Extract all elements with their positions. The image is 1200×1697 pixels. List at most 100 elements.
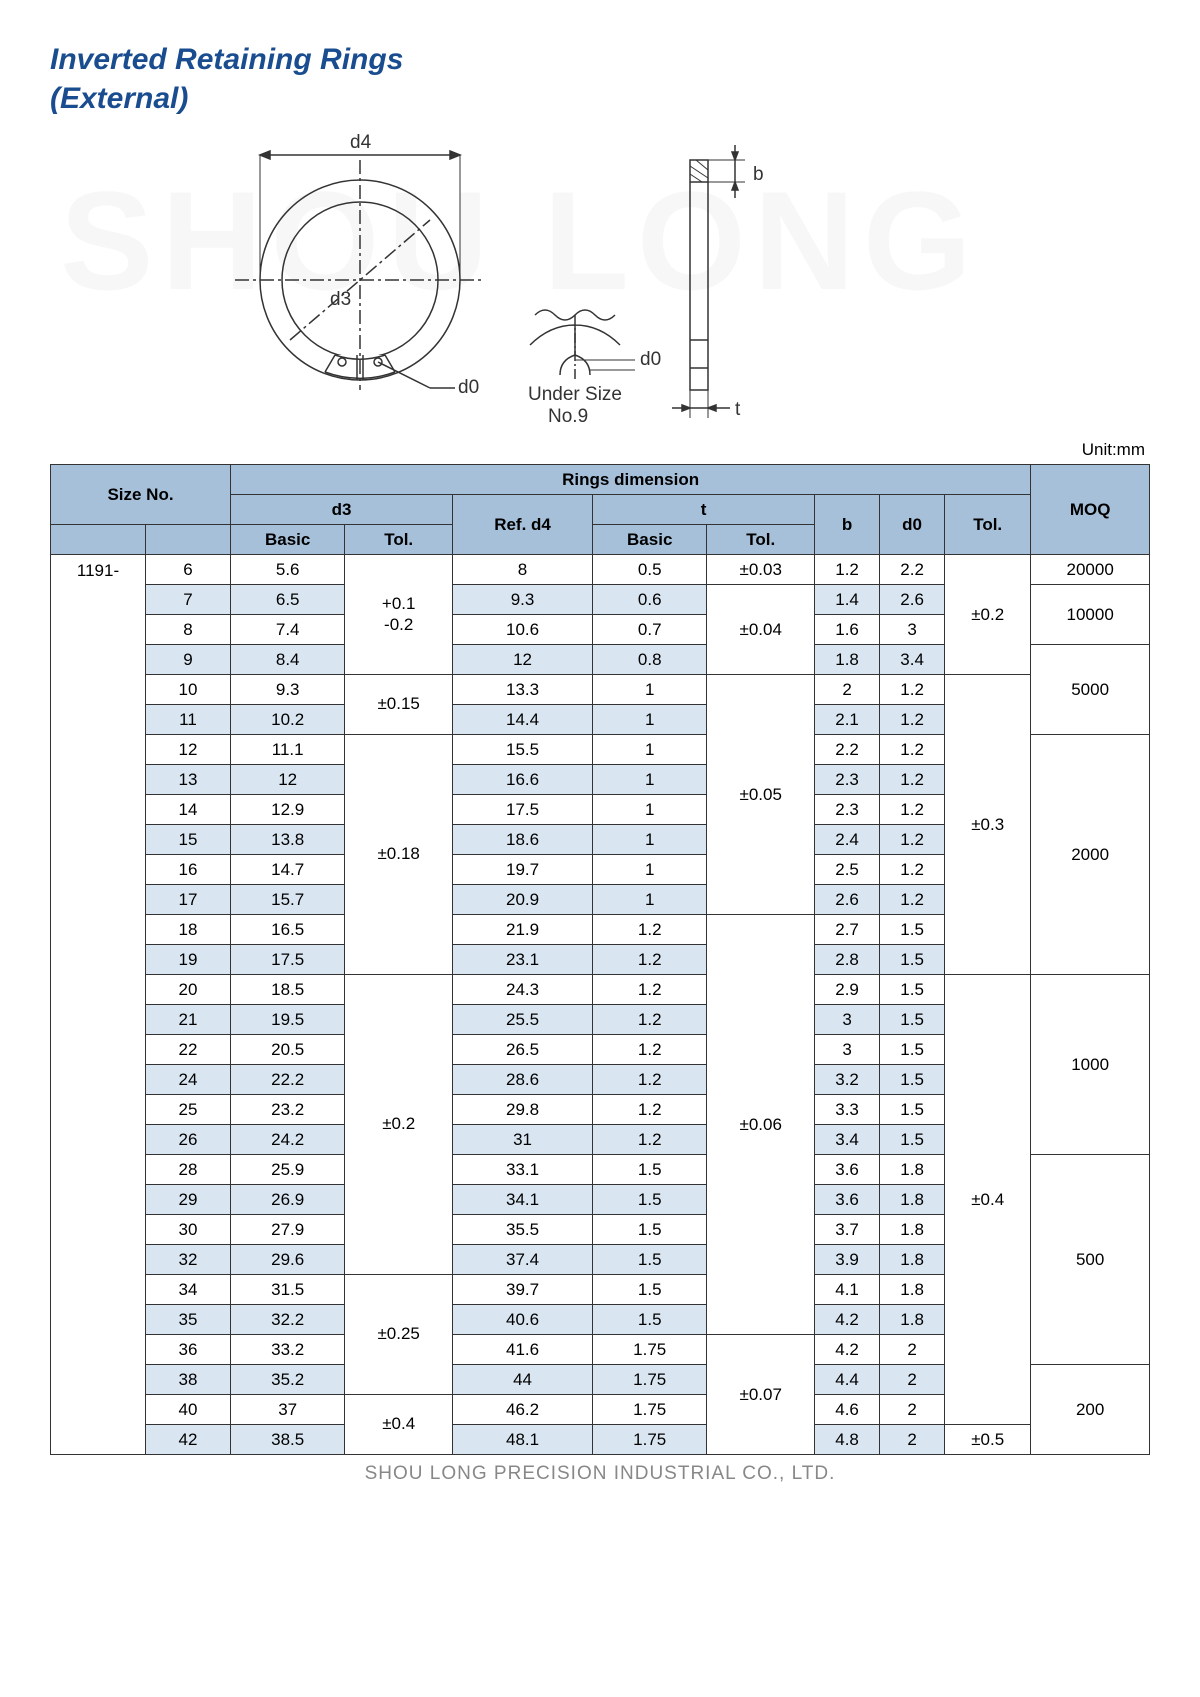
cell-d3b: 32.2 [231, 1305, 345, 1335]
cell-tb: 1.2 [593, 975, 707, 1005]
svg-text:t: t [735, 399, 741, 420]
cell-b: 1.2 [815, 555, 880, 585]
cell-tb: 1.75 [593, 1425, 707, 1455]
cell-d0: 2 [880, 1335, 945, 1365]
cell-sz: 6 [146, 555, 231, 585]
cell-sz: 19 [146, 945, 231, 975]
cell-tb: 1.5 [593, 1275, 707, 1305]
cell-tb: 1 [593, 705, 707, 735]
col-d3-tol: Tol. [345, 525, 453, 555]
cell-d4: 46.2 [453, 1395, 593, 1425]
cell-d0: 1.8 [880, 1275, 945, 1305]
cell-sz: 9 [146, 645, 231, 675]
cell-tb: 1 [593, 735, 707, 765]
cell-d3b: 23.2 [231, 1095, 345, 1125]
cell-b: 3.3 [815, 1095, 880, 1125]
cell-b: 3.6 [815, 1155, 880, 1185]
cell-d0: 1.2 [880, 675, 945, 705]
cell-sz: 29 [146, 1185, 231, 1215]
cell-sz: 22 [146, 1035, 231, 1065]
col-d0: d0 [880, 495, 945, 555]
svg-text:d4: d4 [350, 132, 372, 153]
cell-d4: 37.4 [453, 1245, 593, 1275]
cell-d0: 1.2 [880, 825, 945, 855]
cell-b: 4.2 [815, 1305, 880, 1335]
unit-label: Unit:mm [50, 440, 1150, 460]
cell-b: 2.9 [815, 975, 880, 1005]
cell-tb: 0.6 [593, 585, 707, 615]
table-row: 4238.548.11.754.82±0.5 [51, 1425, 1150, 1455]
cell-d0: 1.5 [880, 945, 945, 975]
cell-d4: 24.3 [453, 975, 593, 1005]
cell-tb: 1.2 [593, 1095, 707, 1125]
cell-d3b: 35.2 [231, 1365, 345, 1395]
cell-tb: 1.2 [593, 1125, 707, 1155]
cell-sz: 24 [146, 1065, 231, 1095]
cell-d3b: 22.2 [231, 1065, 345, 1095]
cell-sz: 32 [146, 1245, 231, 1275]
cell-b: 3.6 [815, 1185, 880, 1215]
cell-sz: 12 [146, 735, 231, 765]
cell-d0: 3 [880, 615, 945, 645]
cell-d0: 1.2 [880, 855, 945, 885]
cell-d3b: 10.2 [231, 705, 345, 735]
cell-d0: 3.4 [880, 645, 945, 675]
cell-d4: 16.6 [453, 765, 593, 795]
cell-d3b: 9.3 [231, 675, 345, 705]
cell-tb: 1 [593, 675, 707, 705]
cell-d0: 1.8 [880, 1185, 945, 1215]
page-title: Inverted Retaining Rings (External) [50, 40, 1150, 118]
cell-d4: 28.6 [453, 1065, 593, 1095]
svg-text:No.9: No.9 [548, 406, 588, 427]
cell-tb: 0.7 [593, 615, 707, 645]
cell-sz: 18 [146, 915, 231, 945]
cell-d4: 39.7 [453, 1275, 593, 1305]
cell-b: 4.2 [815, 1335, 880, 1365]
cell-tb: 1.75 [593, 1335, 707, 1365]
svg-text:Under Size: Under Size [528, 384, 622, 405]
cell-tb: 1.5 [593, 1215, 707, 1245]
cell-d3b: 12.9 [231, 795, 345, 825]
cell-d3b: 14.7 [231, 855, 345, 885]
cell-d0: 1.5 [880, 1005, 945, 1035]
cell-d0: 1.5 [880, 1125, 945, 1155]
table-row: 109.3±0.1513.31±0.0521.2±0.3 [51, 675, 1150, 705]
cell-d3b: 7.4 [231, 615, 345, 645]
cell-b: 3.9 [815, 1245, 880, 1275]
cell-d3b: 6.5 [231, 585, 345, 615]
footer: SHOU LONG PRECISION INDUSTRIAL CO., LTD. [50, 1463, 1150, 1485]
col-tol: Tol. [945, 495, 1031, 555]
cell-d0: 1.2 [880, 735, 945, 765]
cell-d3b: 5.6 [231, 555, 345, 585]
cell-sz: 20 [146, 975, 231, 1005]
cell-d3b: 26.9 [231, 1185, 345, 1215]
cell-b: 4.1 [815, 1275, 880, 1305]
cell-d0: 2 [880, 1365, 945, 1395]
col-rings-dim: Rings dimension [231, 465, 1031, 495]
cell-d3b: 29.6 [231, 1245, 345, 1275]
cell-d4: 33.1 [453, 1155, 593, 1185]
cell-tb: 1 [593, 885, 707, 915]
cell-d3b: 27.9 [231, 1215, 345, 1245]
cell-tb: 1.2 [593, 945, 707, 975]
cell-sz: 14 [146, 795, 231, 825]
cell-moq: 5000 [1031, 645, 1150, 735]
cell-d4: 40.6 [453, 1305, 593, 1335]
cell-b: 3.4 [815, 1125, 880, 1155]
cell-d0: 1.2 [880, 795, 945, 825]
cell-tb: 1 [593, 795, 707, 825]
cell-tb: 1.5 [593, 1245, 707, 1275]
cell-d4: 25.5 [453, 1005, 593, 1035]
col-d3-basic: Basic [231, 525, 345, 555]
cell-d3b: 31.5 [231, 1275, 345, 1305]
cell-b: 1.6 [815, 615, 880, 645]
cell-sz: 34 [146, 1275, 231, 1305]
cell-d4: 9.3 [453, 585, 593, 615]
cell-b: 3.7 [815, 1215, 880, 1245]
cell-d0: 1.2 [880, 885, 945, 915]
cell-sz: 16 [146, 855, 231, 885]
cell-d4: 19.7 [453, 855, 593, 885]
cell-d3b: 25.9 [231, 1155, 345, 1185]
cell-tb: 1.75 [593, 1395, 707, 1425]
cell-tb: 0.8 [593, 645, 707, 675]
